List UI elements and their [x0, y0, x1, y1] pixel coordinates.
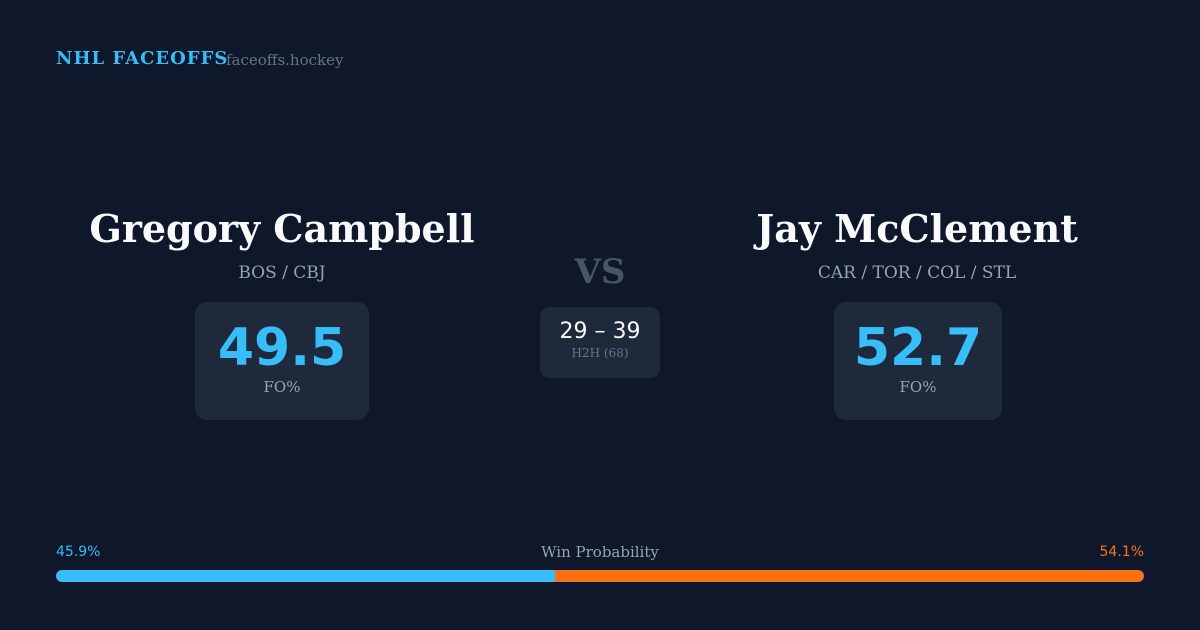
- fo-pct: 52.7: [853, 318, 983, 378]
- player-teams: BOS / CBJ: [238, 263, 326, 283]
- fo-label: FO%: [263, 378, 301, 396]
- brand: NHL FACEOFFS: [56, 48, 229, 69]
- vs: VS: [574, 252, 626, 292]
- h2h-label: H2H (68): [571, 346, 629, 360]
- fo-pct: 49.5: [217, 318, 347, 378]
- win-prob-segment: [56, 570, 556, 582]
- player-name: Gregory Campbell: [89, 206, 475, 251]
- h2h-score: 29 – 39: [559, 319, 641, 344]
- fo-label: FO%: [899, 378, 937, 396]
- win-prob-right: 54.1%: [1099, 544, 1144, 560]
- win-prob-title: Win Probability: [541, 543, 659, 561]
- stat-box: 49.5 FO%: [195, 302, 369, 420]
- h2h-box: 29 – 39 H2H (68): [540, 307, 660, 378]
- stat-box: 52.7 FO%: [834, 302, 1002, 420]
- player-teams: CAR / TOR / COL / STL: [817, 263, 1017, 283]
- win-prob-segment: [555, 570, 1144, 582]
- player-name: Jay McClement: [756, 206, 1078, 251]
- win-prob-left: 45.9%: [56, 544, 101, 560]
- win-prob-bar: [56, 570, 1144, 582]
- site: faceoffs.hockey: [226, 51, 344, 69]
